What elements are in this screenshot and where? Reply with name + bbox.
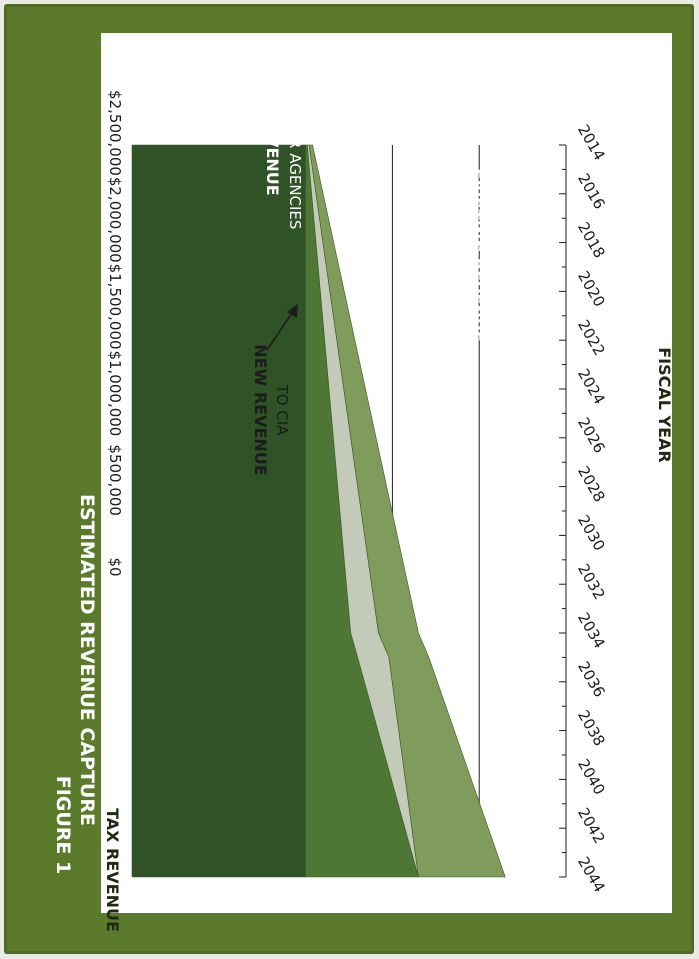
figure-label: FIGURE 1 <box>52 776 74 875</box>
annotation-existing-title: EXISTING REVENUE <box>466 168 485 342</box>
area-series-0 <box>132 145 306 877</box>
y-tick-label: $500,000 <box>106 444 124 516</box>
figure-title: ESTIMATED REVENUE CAPTURE <box>76 494 98 826</box>
annotation-other-sub: TO OTHER AGENCIES <box>286 70 304 230</box>
annotation-existing-line2: TAXING AGENCIES <box>508 186 526 324</box>
annotation-cia-sub: TO CIA <box>273 384 291 437</box>
y-tick-label: $1,000,000 <box>106 350 124 436</box>
x-axis-title: FISCAL YEAR <box>655 347 674 463</box>
annotation-cia-title: NEW REVENUE <box>251 344 270 475</box>
y-tick-label: $2,000,000 <box>106 177 124 263</box>
annotation-existing-line1: CONTINUES TO GO TO EXISTING <box>488 134 506 377</box>
y-axis-title: TAX REVENUE <box>103 808 122 932</box>
annotation-not-captured-sub: TO AGENCIES NOT CAPTURED <box>368 86 386 312</box>
y-tick-label: $0 <box>106 557 124 576</box>
y-tick-label: $2,500,000 <box>106 90 124 176</box>
y-axis-ticks: $0 $500,000 $1,000,000$1,500,000$2,000,000… <box>106 90 124 576</box>
annotation-not-captured-title: NEW REVENUE <box>347 134 366 265</box>
y-tick-label: $1,500,000 <box>106 264 124 350</box>
annotation-other-title: NEW REVENUE <box>263 64 282 195</box>
